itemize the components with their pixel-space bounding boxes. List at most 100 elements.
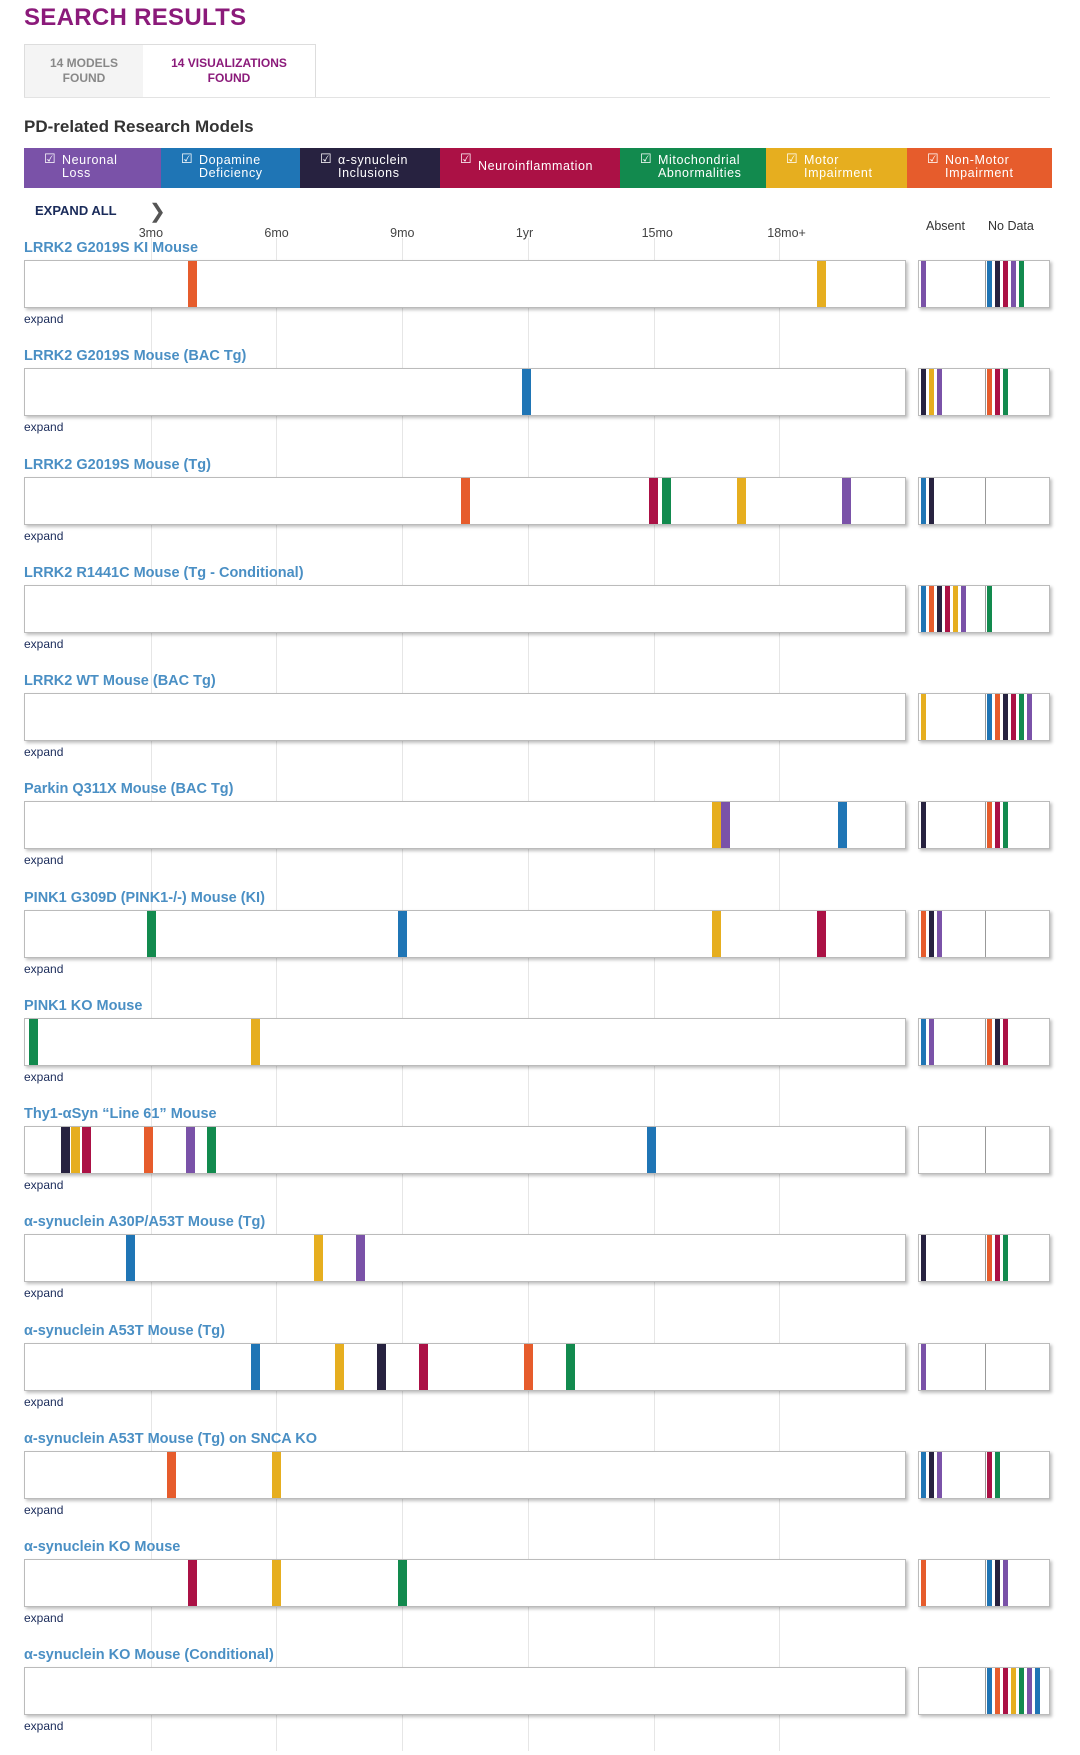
absent-marker-nonmotor[interactable] (921, 910, 926, 957)
timeline-marker-neuronal[interactable] (720, 802, 730, 849)
absent-marker-synuclein[interactable] (921, 369, 926, 416)
checkbox-icon[interactable]: ☑ (460, 151, 473, 166)
timeline-track[interactable] (24, 476, 906, 525)
nodata-marker-dopamine[interactable] (987, 261, 992, 307)
nodata-marker-mitochondrial[interactable] (1019, 261, 1024, 307)
absent-marker-neuronal[interactable] (929, 1018, 934, 1065)
absent-marker-dopamine[interactable] (921, 1018, 926, 1065)
absent-marker-synuclein[interactable] (921, 1235, 926, 1282)
nodata-marker-neuroinflammation[interactable] (1003, 1668, 1008, 1715)
nodata-marker-nonmotor[interactable] (995, 694, 1000, 740)
absent-marker-dopamine[interactable] (921, 1451, 926, 1498)
timeline-marker-mitochondrial[interactable] (207, 1127, 217, 1173)
nodata-marker-neuroinflammation[interactable] (1011, 694, 1016, 740)
model-name-link[interactable]: PINK1 G309D (PINK1-/-) Mouse (KI) (24, 889, 265, 906)
model-name-link[interactable]: LRRK2 G2019S Mouse (BAC Tg) (24, 348, 247, 365)
model-name-link[interactable]: α-synuclein KO Mouse (24, 1539, 181, 1555)
timeline-marker-motor[interactable] (737, 477, 747, 524)
timeline-marker-mitochondrial[interactable] (397, 1560, 407, 1606)
expand-link[interactable]: expand (24, 961, 64, 976)
absent-marker-synuclein[interactable] (921, 802, 926, 849)
expand-link[interactable]: expand (24, 1719, 64, 1734)
timeline-marker-neuronal[interactable] (356, 1235, 366, 1282)
nodata-marker-dopamine[interactable] (1035, 1668, 1040, 1715)
expand-link[interactable]: expand (24, 1611, 64, 1625)
timeline-marker-neuroinflammation[interactable] (81, 1127, 91, 1173)
absent-marker-synuclein[interactable] (929, 1451, 934, 1498)
timeline-marker-synuclein[interactable] (60, 1127, 70, 1173)
nodata-marker-mitochondrial[interactable] (1003, 1235, 1008, 1282)
chevron-right-icon[interactable]: ❯ (149, 201, 166, 223)
filter-neuronal[interactable]: ☑ Neuronal Loss (24, 148, 161, 188)
nodata-marker-synuclein[interactable] (995, 261, 1000, 307)
expand-link[interactable]: expand (24, 853, 64, 868)
expand-link[interactable]: expand (24, 636, 64, 651)
timeline-marker-dopamine[interactable] (837, 802, 847, 849)
model-name-link[interactable]: Thy1-αSyn “Line 61” Mouse (24, 1106, 217, 1122)
filter-dopamine[interactable]: ☑ Dopamine Deficiency (161, 148, 300, 188)
timeline-marker-nonmotor[interactable] (167, 1451, 177, 1498)
checkbox-icon[interactable]: ☑ (181, 151, 194, 166)
expand-link[interactable]: expand (24, 420, 64, 435)
timeline-marker-nonmotor[interactable] (144, 1127, 154, 1173)
nodata-marker-neuronal[interactable] (1027, 1668, 1032, 1715)
timeline-marker-dopamine[interactable] (125, 1235, 135, 1282)
nodata-marker-mitochondrial[interactable] (995, 1451, 1000, 1498)
expand-link[interactable]: expand (24, 1069, 64, 1084)
model-name-link[interactable]: PINK1 KO Mouse (24, 997, 143, 1014)
nodata-marker-motor[interactable] (1011, 1668, 1016, 1715)
timeline-track[interactable] (24, 1234, 906, 1283)
timeline-track[interactable] (24, 368, 906, 417)
timeline-marker-dopamine[interactable] (647, 1127, 657, 1173)
timeline-marker-mitochondrial[interactable] (565, 1343, 575, 1390)
timeline-marker-synuclein[interactable] (377, 1343, 386, 1390)
nodata-marker-mitochondrial[interactable] (987, 585, 992, 632)
model-name-link[interactable]: LRRK2 G2019S KI Mouse (24, 240, 199, 256)
timeline-track[interactable] (24, 260, 906, 308)
timeline-marker-motor[interactable] (335, 1343, 345, 1390)
nodata-marker-synuclein[interactable] (1003, 694, 1008, 740)
timeline-marker-neuroinflammation[interactable] (817, 910, 826, 957)
timeline-marker-motor[interactable] (272, 1560, 282, 1606)
timeline-marker-neuroinflammation[interactable] (649, 477, 659, 524)
timeline-track[interactable] (24, 584, 906, 633)
filter-mitochondrial[interactable]: ☑ Mitochondrial Abnormalities (620, 148, 766, 188)
timeline-marker-motor[interactable] (71, 1127, 81, 1173)
timeline-marker-motor[interactable] (712, 910, 722, 957)
timeline-marker-mitochondrial[interactable] (661, 477, 671, 524)
absent-marker-neuronal[interactable] (921, 261, 926, 307)
tab-visualizations-found[interactable]: 14 VISUALIZATIONS FOUND (143, 45, 315, 97)
timeline-marker-motor[interactable] (712, 802, 722, 849)
absent-marker-dopamine[interactable] (921, 477, 926, 524)
nodata-marker-neuroinflammation[interactable] (995, 1235, 1000, 1282)
nodata-marker-nonmotor[interactable] (987, 369, 992, 416)
nodata-marker-neuroinflammation[interactable] (1003, 1018, 1008, 1065)
timeline-marker-dopamine[interactable] (251, 1343, 261, 1390)
model-name-link[interactable]: α-synuclein A53T Mouse (Tg) (24, 1322, 225, 1339)
timeline-track[interactable] (24, 1017, 906, 1066)
timeline-marker-motor[interactable] (272, 1451, 282, 1498)
timeline-marker-dopamine[interactable] (397, 910, 407, 957)
expand-link[interactable]: expand (24, 745, 64, 759)
absent-marker-neuroinflammation[interactable] (945, 585, 950, 632)
expand-link[interactable]: expand (24, 1178, 64, 1192)
expand-link[interactable]: expand (24, 1502, 64, 1517)
tab-models-found[interactable]: 14 MODELS FOUND (25, 45, 143, 97)
absent-marker-nonmotor[interactable] (921, 1560, 926, 1606)
timeline-track[interactable] (24, 909, 906, 958)
filter-nonmotor[interactable]: ☑ Non-Motor Impairment (907, 148, 1052, 188)
expand-link[interactable]: expand (24, 528, 64, 543)
absent-marker-synuclein[interactable] (929, 477, 934, 524)
nodata-marker-neuroinflammation[interactable] (987, 1451, 992, 1498)
nodata-marker-mitochondrial[interactable] (1019, 694, 1024, 740)
nodata-marker-mitochondrial[interactable] (1003, 802, 1008, 849)
timeline-marker-mitochondrial[interactable] (29, 1018, 39, 1065)
model-name-link[interactable]: α-synuclein A30P/A53T Mouse (Tg) (24, 1214, 266, 1231)
checkbox-icon[interactable]: ☑ (44, 151, 57, 166)
absent-marker-motor[interactable] (929, 369, 934, 416)
nodata-marker-dopamine[interactable] (987, 694, 992, 740)
timeline-marker-neuroinflammation[interactable] (188, 1560, 198, 1606)
timeline-marker-motor[interactable] (251, 1018, 261, 1065)
filter-motor[interactable]: ☑ Motor Impairment (766, 148, 907, 188)
checkbox-icon[interactable]: ☑ (786, 151, 799, 166)
